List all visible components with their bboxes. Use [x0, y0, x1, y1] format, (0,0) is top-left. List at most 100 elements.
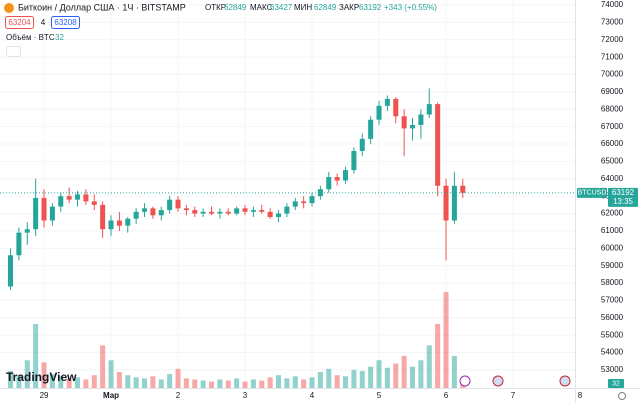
volume-bar — [343, 376, 349, 388]
y-tick-label: 59000 — [601, 261, 624, 270]
y-tick-label: 62000 — [601, 209, 624, 218]
volume-bar — [200, 380, 206, 388]
candle-body — [125, 218, 131, 226]
volume-bar — [376, 360, 382, 388]
volume-bar — [116, 372, 122, 388]
y-tick-label: 74000 — [601, 0, 624, 9]
candle-body — [326, 177, 332, 190]
y-tick-label: 66000 — [601, 139, 624, 148]
candle-body — [41, 197, 47, 221]
candle-body — [150, 208, 156, 216]
volume-bar — [217, 379, 223, 388]
event-icon[interactable] — [559, 375, 571, 387]
volume-bar — [192, 379, 198, 388]
x-tick-label: 7 — [511, 391, 516, 400]
volume-bar — [175, 368, 181, 388]
candle-body — [359, 138, 365, 151]
spread: 4 — [41, 18, 46, 27]
x-tick-label: Мар — [103, 391, 119, 400]
volume-bar — [393, 363, 399, 388]
volume-bar — [351, 369, 357, 388]
x-tick-label: 4 — [310, 391, 315, 400]
volume-bar — [83, 379, 89, 388]
volume-bar — [418, 360, 424, 388]
price-tag-value: 63192 — [612, 188, 635, 197]
candle-body — [133, 211, 139, 219]
candle-body — [33, 197, 39, 230]
volume-bar — [33, 324, 39, 388]
volume-bar — [150, 376, 156, 388]
candle-body — [8, 255, 14, 287]
candle-body — [384, 98, 390, 106]
candle-body — [250, 210, 256, 212]
buy-box[interactable] — [51, 16, 80, 29]
candle-body — [334, 177, 340, 181]
candle-body — [91, 201, 97, 205]
candle-body — [276, 213, 282, 218]
volume-bar — [16, 375, 22, 388]
candle-body — [259, 210, 265, 212]
volume-bar — [225, 380, 231, 388]
candle-body — [393, 98, 399, 117]
y-tick-label: 70000 — [601, 70, 624, 79]
candle-body — [284, 206, 290, 214]
volume-bar — [301, 379, 307, 388]
volume-bar — [359, 370, 365, 388]
volume-bar — [292, 376, 298, 388]
volume-bar — [435, 324, 441, 388]
volume-label: Объём · BTC — [6, 33, 55, 42]
event-icon[interactable] — [492, 375, 504, 387]
bid: 63204 — [8, 18, 31, 27]
candle-body — [83, 194, 89, 202]
y-tick-label: 69000 — [601, 87, 624, 96]
candle-body — [75, 194, 81, 200]
volume-bar — [58, 376, 64, 388]
countdown: 13:35 — [613, 197, 634, 206]
x-tick-label: 29 — [40, 391, 49, 400]
volume-bar — [326, 368, 332, 388]
settings-icon[interactable] — [618, 392, 626, 400]
volume-bar — [410, 366, 416, 388]
y-tick-label: 67000 — [601, 122, 624, 131]
candle-body — [443, 185, 449, 221]
volume-bar — [183, 378, 189, 388]
volume-bar — [401, 356, 407, 388]
volume-bar — [334, 375, 340, 388]
volume-bar — [158, 379, 164, 388]
collapse-button[interactable] — [6, 46, 21, 57]
y-tick-label: 68000 — [601, 104, 624, 113]
volume-bar — [133, 377, 139, 388]
candle-body — [66, 196, 72, 200]
y-tick-label: 71000 — [601, 52, 624, 61]
candle-body — [267, 211, 273, 218]
volume-bar — [209, 381, 215, 388]
volume-bar — [75, 377, 81, 388]
candle-body — [242, 208, 248, 212]
candle-body — [401, 116, 407, 129]
symbol[interactable]: Биткоин / Доллар США · 1Ч · BITSTAMP — [18, 2, 186, 12]
y-tick-label: 53000 — [601, 365, 624, 374]
candle-body — [167, 199, 173, 211]
logo: TradingView — [6, 370, 77, 384]
candle-body — [426, 104, 432, 115]
candle-body — [100, 204, 106, 230]
candle-body — [16, 232, 22, 256]
price-tag-label: BTCUSD — [578, 190, 607, 197]
ohlc-label: ЗАКР — [339, 3, 359, 12]
event-icon[interactable] — [459, 375, 471, 387]
volume-bar — [125, 375, 131, 388]
candle-body — [435, 104, 441, 186]
y-tick-label: 61000 — [601, 226, 624, 235]
volume-tag-value: 32 — [612, 380, 620, 387]
candle-body — [351, 150, 357, 171]
candle-body — [309, 196, 315, 204]
volume-bar — [276, 375, 282, 388]
coin-icon — [4, 3, 14, 13]
candle-body — [217, 211, 223, 214]
candle-body — [376, 105, 382, 120]
candle-body — [343, 170, 349, 181]
candle-body — [460, 185, 466, 193]
sell-box[interactable] — [5, 16, 34, 29]
candle-body — [225, 211, 231, 214]
